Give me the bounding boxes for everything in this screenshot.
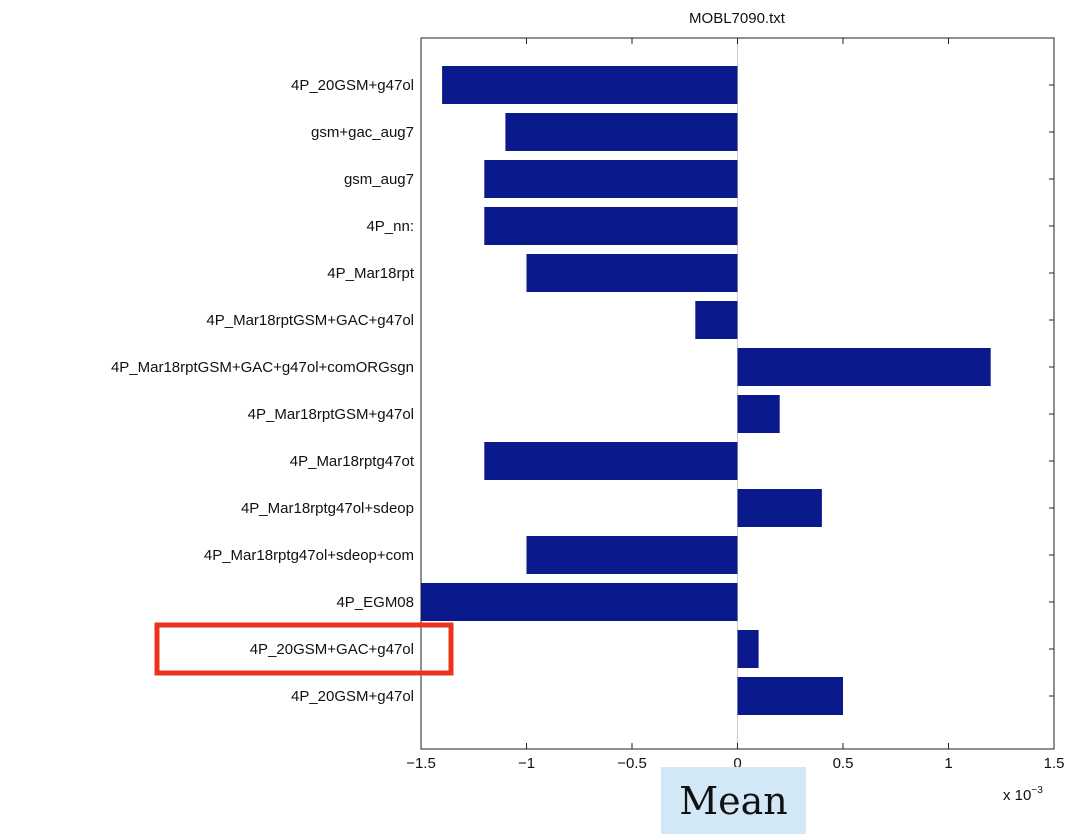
bars-group — [421, 38, 991, 749]
highlight-box — [154, 622, 454, 676]
bar — [737, 677, 843, 715]
x-tick-label: 0.5 — [833, 755, 854, 772]
bar — [737, 348, 991, 386]
x-tick-label: −1.5 — [406, 755, 436, 772]
x-scale-exponent: −3 — [1031, 785, 1043, 796]
x-scale-label: x 10−3 — [1003, 785, 1043, 804]
bar — [484, 442, 738, 480]
category-label: 4P_Mar18rptg47ol+sdeop — [241, 500, 414, 517]
category-label: gsm+gac_aug7 — [311, 124, 414, 141]
bar — [737, 630, 759, 668]
category-label: 4P_Mar18rptGSM+GAC+g47ol — [206, 312, 414, 329]
x-tick-label: −0.5 — [617, 755, 647, 772]
category-label: 4P_nn: — [366, 218, 414, 235]
x-tick-label: 1.5 — [1044, 755, 1065, 772]
bar — [484, 207, 738, 245]
bar — [737, 489, 822, 527]
category-label: 4P_Mar18rptGSM+g47ol — [248, 406, 414, 423]
category-label: 4P_Mar18rptg47ot — [290, 453, 415, 470]
x-ticks: −1.5 −1 −0.5 0 0.5 1 1.5 — [406, 38, 1064, 772]
x-axis-label: Mean — [661, 767, 806, 834]
x-tick-label: −1 — [518, 755, 535, 772]
bar — [737, 395, 780, 433]
bar — [505, 113, 738, 151]
highlight-group — [154, 622, 454, 676]
chart-title: MOBL7090.txt — [689, 10, 786, 27]
category-label: 4P_Mar18rptGSM+GAC+g47ol+comORGsgn — [111, 359, 414, 376]
category-label: 4P_20GSM+g47ol — [291, 77, 414, 94]
category-label: 4P_20GSM+g47ol — [291, 688, 414, 705]
bar — [442, 66, 738, 104]
category-label: gsm_aug7 — [344, 171, 414, 188]
x-tick-label: 0 — [733, 755, 741, 772]
bar — [526, 536, 738, 574]
category-label: 4P_Mar18rpt — [327, 265, 415, 282]
bar — [526, 254, 738, 292]
category-labels: 4P_20GSM+g47ol gsm+gac_aug7 gsm_aug7 4P_nn:… — [111, 77, 415, 705]
category-label: 4P_20GSM+GAC+g47ol — [250, 641, 414, 658]
category-label: 4P_Mar18rptg47ol+sdeop+com — [204, 547, 414, 564]
category-label: 4P_EGM08 — [336, 594, 414, 611]
bar — [421, 583, 738, 621]
bar — [484, 160, 738, 198]
x-tick-label: 1 — [944, 755, 952, 772]
bar — [695, 301, 738, 339]
